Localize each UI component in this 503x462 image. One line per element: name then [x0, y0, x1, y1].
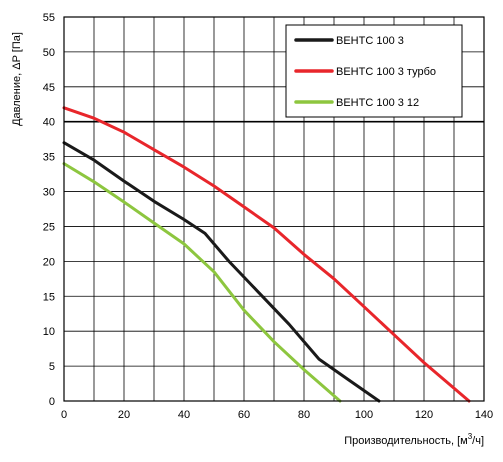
x-tick-label: 0	[61, 409, 67, 421]
y-tick-label: 50	[43, 47, 55, 59]
y-tick-label: 15	[43, 291, 55, 303]
legend-label-1: ВЕНТС 100 3	[336, 35, 404, 47]
y-tick-label: 35	[43, 152, 55, 164]
x-axis-label-tail: /ч]	[472, 435, 484, 447]
x-tick-label: 60	[238, 409, 250, 421]
legend-label-3: ВЕНТС 100 3 12	[336, 97, 419, 109]
y-axis-label: Давление, ΔP [Па]	[11, 32, 23, 126]
series-line-2	[62, 106, 471, 403]
legend: ВЕНТС 100 3 ВЕНТС 100 3 турбо ВЕНТС 100 3 …	[285, 24, 463, 118]
x-tick-label: 100	[355, 409, 373, 421]
x-tick-label: 40	[178, 409, 190, 421]
plot-frame	[63, 16, 485, 402]
x-tick-label: 80	[298, 409, 310, 421]
axes	[63, 16, 485, 402]
y-tick-label: 30	[43, 187, 55, 199]
y-tick-label: 55	[43, 12, 55, 24]
y-tick-label: 40	[43, 117, 55, 129]
legend-label-2: ВЕНТС 100 3 турбо	[336, 66, 436, 78]
series-layer	[62, 106, 471, 403]
x-axis-label: Производительность, [м3/ч]	[344, 432, 484, 447]
tick-labels: 0 20 40 60 80 100 120 140 0 5 10 15 20 25 30 35 40 45 50 55	[43, 12, 493, 421]
y-tick-label: 10	[43, 326, 55, 338]
x-tick-label: 120	[415, 409, 433, 421]
x-tick-label: 20	[118, 409, 130, 421]
y-tick-label: 0	[49, 396, 55, 408]
x-axis-label-main: Производительность, [м	[344, 435, 468, 447]
y-tick-label: 5	[49, 361, 55, 373]
series-line-3	[62, 162, 342, 403]
x-axis-label-sup: 3	[468, 432, 473, 441]
y-tick-label: 25	[43, 221, 55, 233]
y-tick-label: 20	[43, 256, 55, 268]
x-tick-label: 140	[475, 409, 493, 421]
y-tick-label: 45	[43, 82, 55, 94]
series-line-1	[62, 141, 381, 403]
